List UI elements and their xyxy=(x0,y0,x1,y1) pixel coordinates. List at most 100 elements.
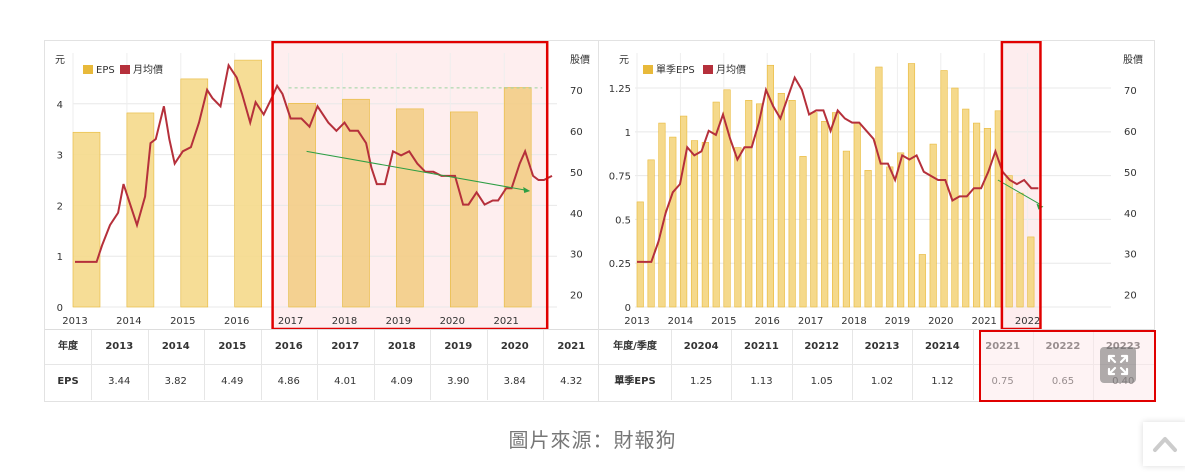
y2-tick-label: 70 xyxy=(1124,86,1137,97)
table-separator xyxy=(317,330,318,400)
table-row-label: 單季EPS xyxy=(614,376,656,387)
y2-tick-label: 70 xyxy=(570,86,583,97)
monthly-price-line xyxy=(637,75,1039,263)
legend-eps-label: 單季EPS xyxy=(656,64,695,76)
quarterly-eps-bar xyxy=(734,147,742,308)
y-tick-label: 0.5 xyxy=(615,215,631,226)
quarterly-eps-bar xyxy=(766,64,774,308)
table-separator xyxy=(543,330,544,400)
quarterly-eps-bar xyxy=(994,110,1002,308)
y-tick-label: 4 xyxy=(57,100,63,111)
quarterly-eps-bar xyxy=(821,121,829,308)
x-tick-label: 2018 xyxy=(841,316,866,327)
y-tick-label: 1 xyxy=(57,252,63,263)
table-eps-value: 3.90 xyxy=(447,376,470,387)
table-year-header: 2021 xyxy=(557,341,586,352)
quarterly-eps-chart-panel: 元 股價 單季EPS 月均價 0 0.25 0.5 0.75 1 1.25 20 30 40 50 60 70… xyxy=(598,40,1155,402)
quarterly-eps-bar xyxy=(907,63,916,308)
x-tick-label: 2018 xyxy=(332,316,357,327)
trend-arrow xyxy=(997,179,1041,206)
table-separator xyxy=(791,330,793,400)
back-to-top-button[interactable] xyxy=(1143,422,1185,466)
table-separator xyxy=(851,330,853,400)
x-tick-label: 2015 xyxy=(711,316,736,327)
quarterly-eps-bar xyxy=(1005,175,1013,308)
eps-bar xyxy=(396,108,424,308)
table-eps-value: 4.09 xyxy=(390,376,413,387)
quarterly-eps-bar xyxy=(712,101,720,308)
quarterly-eps-bar xyxy=(723,89,731,308)
legend-eps-swatch xyxy=(643,65,653,74)
table-separator xyxy=(912,330,914,400)
y2-tick-label: 40 xyxy=(570,209,583,220)
y2-tick-label: 30 xyxy=(570,250,583,261)
x-tick-label: 2014 xyxy=(668,316,693,327)
table-year-header: 2015 xyxy=(218,341,247,352)
eps-bar xyxy=(449,111,478,308)
table-eps-value: 1.25 xyxy=(690,376,713,387)
legend-eps-swatch xyxy=(83,65,93,74)
x-tick-label: 2013 xyxy=(624,316,649,327)
quarterly-eps-bar xyxy=(777,92,785,308)
chevron-up-icon xyxy=(1153,437,1177,452)
x-tick-label: 2019 xyxy=(885,316,910,327)
y2-tick-label: 50 xyxy=(1124,168,1137,179)
table-separator xyxy=(486,330,488,400)
quarterly-eps-bar xyxy=(690,140,699,308)
table-header-label: 年度/季度 xyxy=(613,341,657,352)
legend-price-label: 月均價 xyxy=(133,63,163,76)
quarterly-eps-bar xyxy=(886,166,894,308)
table-quarter-header: 20204 xyxy=(683,341,719,352)
y-tick-label: 0.75 xyxy=(609,172,631,183)
x-tick-label: 2016 xyxy=(754,316,779,327)
table-eps-value: 4.86 xyxy=(277,376,300,387)
y-tick-label: 0.25 xyxy=(609,259,631,270)
highlight-box xyxy=(1000,41,1042,329)
x-tick-label: 2017 xyxy=(278,316,303,327)
x-tick-label: 2015 xyxy=(170,316,195,327)
table-year-header: 2017 xyxy=(331,341,360,352)
y-tick-label: 3 xyxy=(57,151,63,162)
y-tick-label: 2 xyxy=(57,201,63,212)
table-separator xyxy=(260,330,262,400)
table-eps-value: 1.13 xyxy=(750,376,773,387)
y-tick-label: 0 xyxy=(625,303,631,314)
y2-tick-label: 60 xyxy=(570,127,583,138)
quarterly-eps-bar xyxy=(1016,192,1024,308)
y2-axis-title: 股價 xyxy=(570,53,590,66)
legend-price-swatch xyxy=(120,65,130,74)
y-axis-title: 元 xyxy=(55,55,65,66)
expand-fullscreen-button[interactable] xyxy=(1100,347,1136,383)
quarterly-eps-bar xyxy=(788,99,796,308)
table-year-header: 2013 xyxy=(105,341,134,352)
table-separator xyxy=(731,330,733,400)
quarterly-eps-bar xyxy=(918,254,926,308)
quarterly-eps-bar xyxy=(701,142,709,308)
table-eps-value: 3.44 xyxy=(108,376,131,387)
quarterly-eps-bar xyxy=(983,128,992,308)
highlight-box xyxy=(271,41,549,329)
table-year-header: 2018 xyxy=(387,341,416,352)
expand-icon xyxy=(1107,354,1129,376)
table-row-label: EPS xyxy=(57,376,79,387)
y-tick-label: 1.25 xyxy=(609,84,631,95)
quarterly-eps-bar xyxy=(875,66,883,308)
table-separator xyxy=(91,330,92,400)
monthly-price-line xyxy=(75,62,553,263)
table-year-header: 2020 xyxy=(500,341,529,352)
quarterly-eps-bar xyxy=(756,103,764,308)
quarterly-eps-bar xyxy=(636,201,644,308)
quarterly-eps-bar xyxy=(799,156,807,308)
quarterly-eps-bar xyxy=(853,122,861,308)
table-quarter-header: 20214 xyxy=(924,341,960,352)
x-tick-label: 2019 xyxy=(386,316,411,327)
table-eps-value: 4.01 xyxy=(334,376,357,387)
annual-eps-chart: 元 股價 EPS 月均價 0 1 2 3 4 20 30 40 50 60 70 2013 2014 2015 20… xyxy=(55,41,590,329)
x-tick-label: 2022 xyxy=(1015,316,1040,327)
x-tick-label: 2016 xyxy=(224,316,249,327)
quarterly-eps-bar xyxy=(940,70,948,308)
table-header-label: 年度 xyxy=(58,341,78,352)
table-eps-value: 1.02 xyxy=(870,376,894,387)
table-year-header: 2019 xyxy=(444,341,473,352)
x-tick-label: 2020 xyxy=(928,316,953,327)
